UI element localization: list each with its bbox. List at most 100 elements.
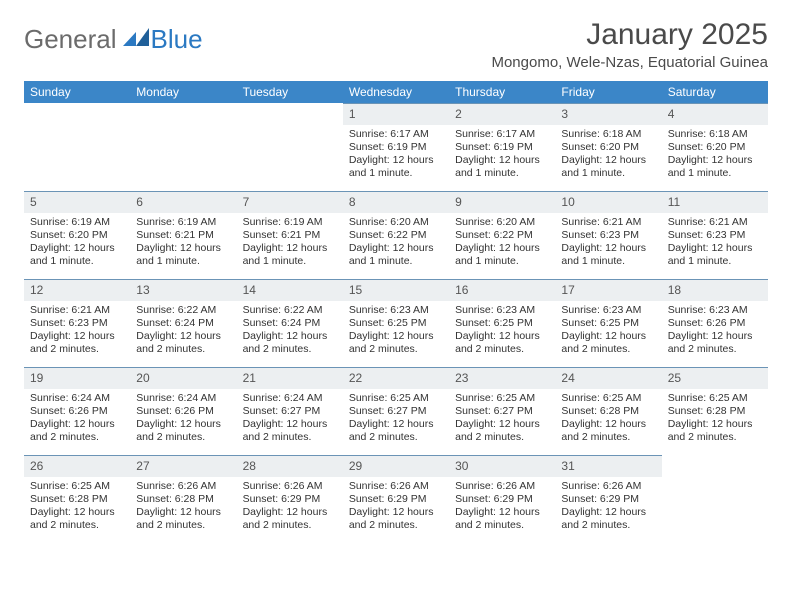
calendar-day-cell: 22Sunrise: 6:25 AMSunset: 6:27 PMDayligh… xyxy=(343,367,449,455)
calendar-day-cell: 6Sunrise: 6:19 AMSunset: 6:21 PMDaylight… xyxy=(130,191,236,279)
day-body: Sunrise: 6:24 AMSunset: 6:26 PMDaylight:… xyxy=(130,389,236,451)
calendar-day-cell xyxy=(130,103,236,191)
day-body: Sunrise: 6:25 AMSunset: 6:28 PMDaylight:… xyxy=(662,389,768,451)
calendar-day-cell: 7Sunrise: 6:19 AMSunset: 6:21 PMDaylight… xyxy=(237,191,343,279)
calendar-day-cell: 14Sunrise: 6:22 AMSunset: 6:24 PMDayligh… xyxy=(237,279,343,367)
calendar-day-cell: 31Sunrise: 6:26 AMSunset: 6:29 PMDayligh… xyxy=(555,455,661,543)
day-number: 6 xyxy=(130,191,236,213)
calendar-day-cell: 1Sunrise: 6:17 AMSunset: 6:19 PMDaylight… xyxy=(343,103,449,191)
day-number: 12 xyxy=(24,279,130,301)
day-body: Sunrise: 6:23 AMSunset: 6:25 PMDaylight:… xyxy=(449,301,555,363)
day-body: Sunrise: 6:26 AMSunset: 6:29 PMDaylight:… xyxy=(555,477,661,539)
day-body: Sunrise: 6:23 AMSunset: 6:25 PMDaylight:… xyxy=(555,301,661,363)
calendar-day-cell: 18Sunrise: 6:23 AMSunset: 6:26 PMDayligh… xyxy=(662,279,768,367)
calendar-day-cell: 13Sunrise: 6:22 AMSunset: 6:24 PMDayligh… xyxy=(130,279,236,367)
day-body: Sunrise: 6:18 AMSunset: 6:20 PMDaylight:… xyxy=(662,125,768,187)
day-number: 19 xyxy=(24,367,130,389)
day-body: Sunrise: 6:20 AMSunset: 6:22 PMDaylight:… xyxy=(343,213,449,275)
month-title: January 2025 xyxy=(491,18,768,52)
day-number: 30 xyxy=(449,455,555,477)
weekday-header: Thursday xyxy=(449,81,555,103)
calendar-week-row: 5Sunrise: 6:19 AMSunset: 6:20 PMDaylight… xyxy=(24,191,768,279)
day-body: Sunrise: 6:19 AMSunset: 6:21 PMDaylight:… xyxy=(237,213,343,275)
calendar-week-row: 1Sunrise: 6:17 AMSunset: 6:19 PMDaylight… xyxy=(24,103,768,191)
calendar-day-cell: 23Sunrise: 6:25 AMSunset: 6:27 PMDayligh… xyxy=(449,367,555,455)
calendar-day-cell: 24Sunrise: 6:25 AMSunset: 6:28 PMDayligh… xyxy=(555,367,661,455)
calendar-day-cell: 5Sunrise: 6:19 AMSunset: 6:20 PMDaylight… xyxy=(24,191,130,279)
day-number: 14 xyxy=(237,279,343,301)
day-number: 7 xyxy=(237,191,343,213)
calendar-day-cell: 28Sunrise: 6:26 AMSunset: 6:29 PMDayligh… xyxy=(237,455,343,543)
header: General Blue January 2025 Mongomo, Wele-… xyxy=(24,18,768,71)
calendar-day-cell: 20Sunrise: 6:24 AMSunset: 6:26 PMDayligh… xyxy=(130,367,236,455)
calendar-day-cell xyxy=(24,103,130,191)
day-number: 23 xyxy=(449,367,555,389)
day-number: 18 xyxy=(662,279,768,301)
day-body: Sunrise: 6:22 AMSunset: 6:24 PMDaylight:… xyxy=(237,301,343,363)
day-number: 25 xyxy=(662,367,768,389)
day-body: Sunrise: 6:21 AMSunset: 6:23 PMDaylight:… xyxy=(24,301,130,363)
logo-mark-icon xyxy=(123,28,149,51)
day-number: 28 xyxy=(237,455,343,477)
calendar-day-cell xyxy=(237,103,343,191)
day-body: Sunrise: 6:23 AMSunset: 6:26 PMDaylight:… xyxy=(662,301,768,363)
day-number: 4 xyxy=(662,103,768,125)
calendar-day-cell: 4Sunrise: 6:18 AMSunset: 6:20 PMDaylight… xyxy=(662,103,768,191)
day-number: 21 xyxy=(237,367,343,389)
calendar-head: SundayMondayTuesdayWednesdayThursdayFrid… xyxy=(24,81,768,103)
calendar-day-cell: 25Sunrise: 6:25 AMSunset: 6:28 PMDayligh… xyxy=(662,367,768,455)
day-number: 13 xyxy=(130,279,236,301)
calendar-week-row: 19Sunrise: 6:24 AMSunset: 6:26 PMDayligh… xyxy=(24,367,768,455)
calendar-table: SundayMondayTuesdayWednesdayThursdayFrid… xyxy=(24,81,768,543)
weekday-header: Friday xyxy=(555,81,661,103)
weekday-header: Tuesday xyxy=(237,81,343,103)
calendar-day-cell: 16Sunrise: 6:23 AMSunset: 6:25 PMDayligh… xyxy=(449,279,555,367)
logo: General Blue xyxy=(24,24,203,55)
day-number: 20 xyxy=(130,367,236,389)
calendar-day-cell xyxy=(662,455,768,543)
day-body: Sunrise: 6:20 AMSunset: 6:22 PMDaylight:… xyxy=(449,213,555,275)
day-number: 26 xyxy=(24,455,130,477)
calendar-day-cell: 12Sunrise: 6:21 AMSunset: 6:23 PMDayligh… xyxy=(24,279,130,367)
title-block: January 2025 Mongomo, Wele-Nzas, Equator… xyxy=(491,18,768,71)
day-body: Sunrise: 6:26 AMSunset: 6:29 PMDaylight:… xyxy=(237,477,343,539)
day-body: Sunrise: 6:19 AMSunset: 6:20 PMDaylight:… xyxy=(24,213,130,275)
day-number: 27 xyxy=(130,455,236,477)
day-body: Sunrise: 6:21 AMSunset: 6:23 PMDaylight:… xyxy=(555,213,661,275)
calendar-day-cell: 9Sunrise: 6:20 AMSunset: 6:22 PMDaylight… xyxy=(449,191,555,279)
day-body: Sunrise: 6:18 AMSunset: 6:20 PMDaylight:… xyxy=(555,125,661,187)
day-body: Sunrise: 6:23 AMSunset: 6:25 PMDaylight:… xyxy=(343,301,449,363)
calendar-day-cell: 30Sunrise: 6:26 AMSunset: 6:29 PMDayligh… xyxy=(449,455,555,543)
calendar-day-cell: 8Sunrise: 6:20 AMSunset: 6:22 PMDaylight… xyxy=(343,191,449,279)
day-number: 11 xyxy=(662,191,768,213)
day-body: Sunrise: 6:25 AMSunset: 6:28 PMDaylight:… xyxy=(24,477,130,539)
location-text: Mongomo, Wele-Nzas, Equatorial Guinea xyxy=(491,54,768,71)
day-number: 17 xyxy=(555,279,661,301)
day-number: 31 xyxy=(555,455,661,477)
logo-text-general: General xyxy=(24,24,117,55)
day-number: 24 xyxy=(555,367,661,389)
day-body: Sunrise: 6:17 AMSunset: 6:19 PMDaylight:… xyxy=(343,125,449,187)
calendar-day-cell: 17Sunrise: 6:23 AMSunset: 6:25 PMDayligh… xyxy=(555,279,661,367)
day-body: Sunrise: 6:25 AMSunset: 6:27 PMDaylight:… xyxy=(449,389,555,451)
day-number: 22 xyxy=(343,367,449,389)
day-number: 3 xyxy=(555,103,661,125)
day-number: 16 xyxy=(449,279,555,301)
calendar-day-cell: 21Sunrise: 6:24 AMSunset: 6:27 PMDayligh… xyxy=(237,367,343,455)
day-number: 10 xyxy=(555,191,661,213)
day-body: Sunrise: 6:17 AMSunset: 6:19 PMDaylight:… xyxy=(449,125,555,187)
day-body: Sunrise: 6:26 AMSunset: 6:29 PMDaylight:… xyxy=(343,477,449,539)
calendar-day-cell: 19Sunrise: 6:24 AMSunset: 6:26 PMDayligh… xyxy=(24,367,130,455)
day-number: 8 xyxy=(343,191,449,213)
calendar-week-row: 26Sunrise: 6:25 AMSunset: 6:28 PMDayligh… xyxy=(24,455,768,543)
day-number: 15 xyxy=(343,279,449,301)
calendar-day-cell: 29Sunrise: 6:26 AMSunset: 6:29 PMDayligh… xyxy=(343,455,449,543)
calendar-day-cell: 11Sunrise: 6:21 AMSunset: 6:23 PMDayligh… xyxy=(662,191,768,279)
day-number: 5 xyxy=(24,191,130,213)
day-body: Sunrise: 6:25 AMSunset: 6:27 PMDaylight:… xyxy=(343,389,449,451)
calendar-body: 1Sunrise: 6:17 AMSunset: 6:19 PMDaylight… xyxy=(24,103,768,543)
weekday-header: Monday xyxy=(130,81,236,103)
day-number: 9 xyxy=(449,191,555,213)
logo-text-blue: Blue xyxy=(151,24,203,55)
calendar-day-cell: 10Sunrise: 6:21 AMSunset: 6:23 PMDayligh… xyxy=(555,191,661,279)
